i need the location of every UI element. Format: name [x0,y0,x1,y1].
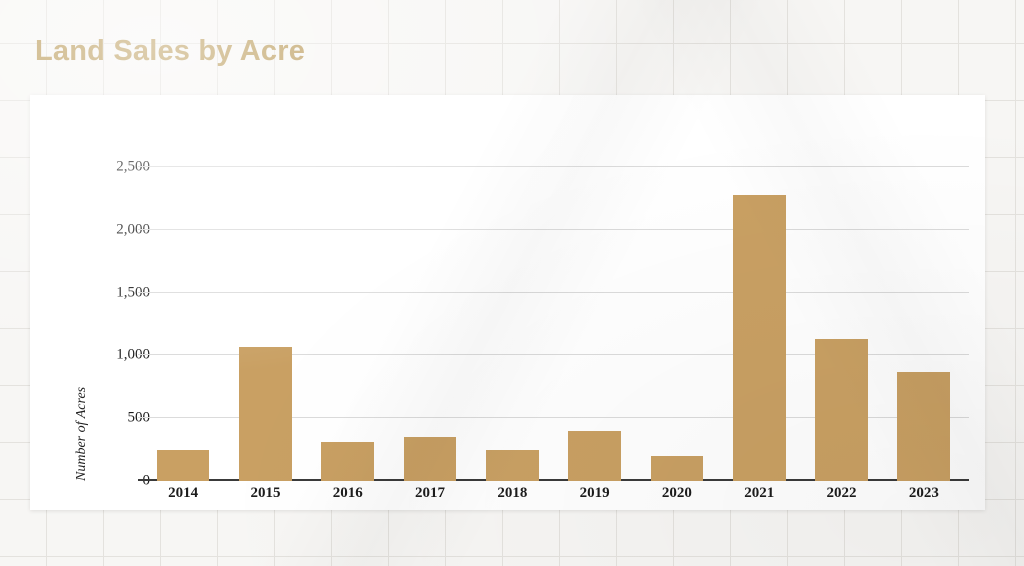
x-tick-label-2023: 2023 [908,485,939,501]
bar-2018 [486,449,539,481]
bar-2014 [156,449,210,481]
x-tick-label-2019: 2019 [579,485,610,501]
y-tick-label-2500: 2,500 [116,158,150,175]
bar-2017 [403,437,457,481]
bar-2019 [568,430,621,481]
bar-slot-2017 [389,167,471,481]
gridline-1000 [138,354,969,356]
bar-slot-2021 [718,167,800,481]
bar-slot-2020 [636,167,718,481]
gridlines [138,166,969,481]
x-tick-label-2021: 2021 [744,485,775,501]
x-tick-label-2020: 2020 [661,485,692,501]
x-tick-label-2015: 2015 [250,485,281,501]
x-axis-labels: 2014 2015 2016 2017 2018 2019 2020 2021 2022 2023 [138,485,969,509]
gridline-500 [138,417,969,419]
y-tick-label-2000: 2,000 [116,221,150,238]
bar-2016 [321,442,375,481]
x-tick-label-2016: 2016 [332,485,363,501]
bar-slot-2018 [471,167,553,481]
bar-slot-2023 [883,167,965,481]
y-tick-label-1000: 1,000 [116,346,150,363]
bar-2023 [897,371,951,481]
bars [138,167,969,481]
bar-2020 [650,455,704,481]
plot-area [138,166,969,481]
bar-slot-2014 [142,167,224,481]
bar-2022 [815,339,868,481]
gridline-2500 [138,166,969,167]
gridline-0 [138,479,969,481]
bar-slot-2016 [307,167,389,481]
x-tick-label-2014: 2014 [168,485,199,501]
chart-card: Number of Acres 05001,0001,5002,0002,500… [30,95,985,510]
x-tick-label-2017: 2017 [415,485,446,501]
x-tick-label-2018: 2018 [497,485,528,501]
gridline-2000 [138,228,969,230]
bar-slot-2019 [553,167,635,481]
x-tick-label-2022: 2022 [826,485,857,501]
bar-2015 [239,346,292,481]
bar-slot-2022 [800,167,882,481]
bar-2021 [732,194,786,481]
bar-slot-2015 [224,167,306,481]
page-title: Land Sales by Acre [35,35,306,68]
y-tick-label-1500: 1,500 [116,284,150,301]
gridline-1500 [138,291,969,293]
